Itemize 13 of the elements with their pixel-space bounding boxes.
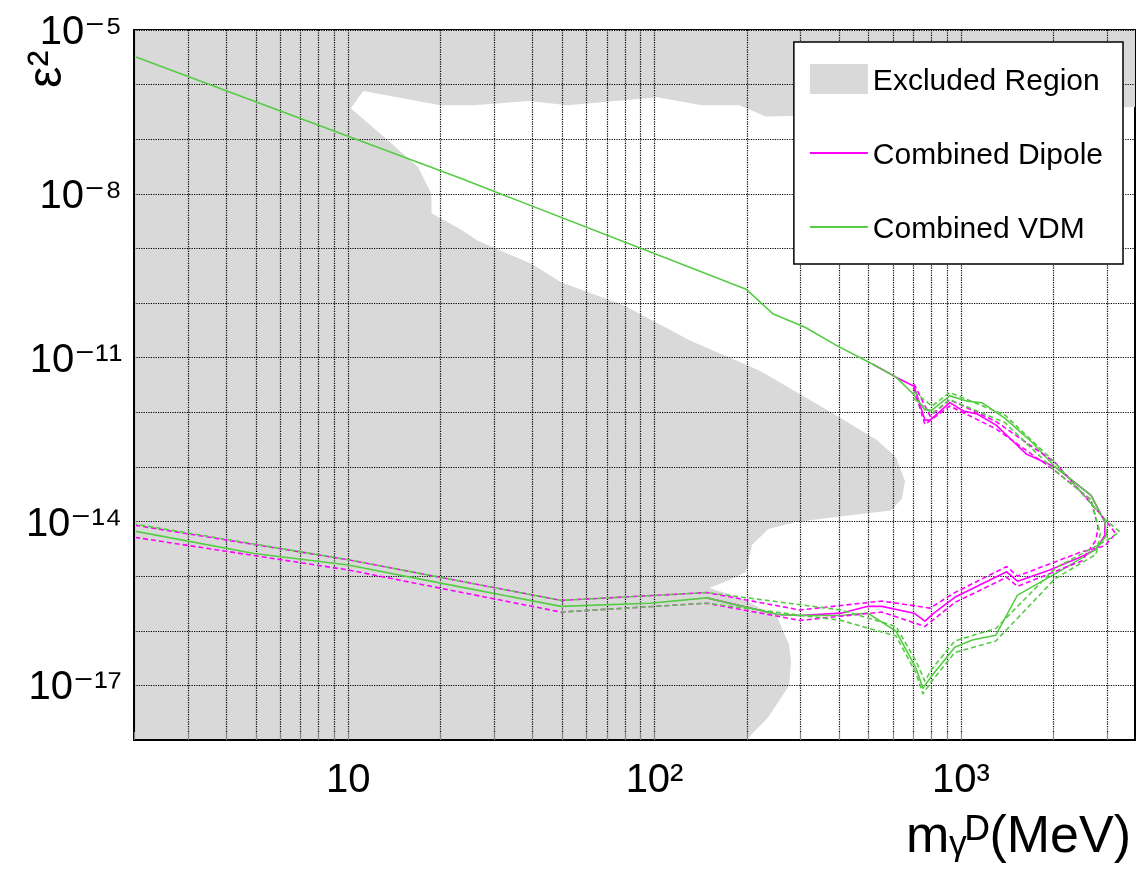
- y-tick-label: 10⁻⁵: [39, 8, 122, 52]
- y-tick-label: 10⁻¹⁴: [25, 499, 122, 544]
- x-tick-label: 10²: [625, 756, 684, 800]
- y-axis-title: ε²: [17, 50, 71, 88]
- legend-label: Combined Dipole: [872, 136, 1104, 170]
- legend-label: Excluded Region: [872, 62, 1100, 96]
- y-tick-label: 10⁻¹⁷: [28, 663, 122, 708]
- y-tick-label: 10⁻⁸: [39, 171, 122, 216]
- x-tick-label: 10: [325, 756, 371, 800]
- x-tick-label: 10³: [932, 756, 990, 800]
- legend-label: Combined VDM: [872, 210, 1085, 244]
- x-axis-title: mᵧᴰ(MeV): [906, 805, 1131, 863]
- y-tick-label: 10⁻¹¹: [29, 335, 122, 380]
